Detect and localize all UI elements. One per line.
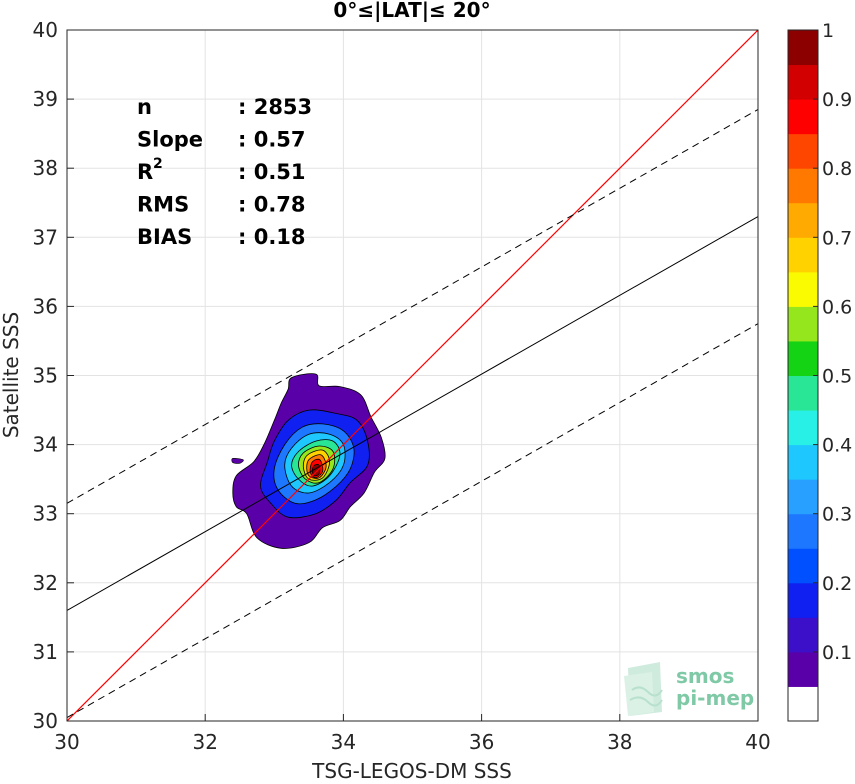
- stat-label: R: [137, 160, 153, 184]
- y-tick-label: 35: [33, 364, 58, 388]
- y-tick-label: 38: [33, 156, 58, 180]
- x-tick-label: 38: [607, 730, 632, 754]
- colorbar-segment: [788, 548, 818, 584]
- colorbar-segment: [788, 375, 818, 411]
- statistics-box: n : 2853 Slope : 0.57 R 2 : 0.51 RMS : 0.78 BIAS:…: [137, 95, 312, 249]
- y-tick-label: 40: [33, 18, 58, 42]
- x-tick-label: 40: [745, 730, 770, 754]
- colorbar-segment: [788, 237, 818, 273]
- colorbar-segment: [788, 444, 818, 480]
- colorbar-segment: [788, 306, 818, 342]
- colorbar-segment: [788, 513, 818, 549]
- reference-lines: [67, 30, 758, 721]
- stat-value: : 0.18: [238, 225, 306, 249]
- y-tick-label: 36: [33, 294, 58, 318]
- colorbar-tick-label: 0.5: [822, 366, 852, 388]
- colorbar-segment: [788, 30, 818, 66]
- colorbar-tick-label: 0.8: [822, 158, 852, 180]
- colorbar-tick-label: 0.4: [822, 435, 852, 457]
- colorbar-segment: [788, 202, 818, 238]
- stat-label: RMS: [137, 193, 189, 217]
- colorbar-segment: [788, 271, 818, 307]
- y-tick-label: 32: [33, 571, 58, 595]
- stat-superscript: 2: [153, 156, 163, 172]
- colorbar-tick-label: 1: [822, 20, 834, 42]
- logo-text-smos: smos: [676, 664, 734, 688]
- identity-line: [67, 30, 758, 721]
- chart-title: 0°≤|LAT|≤ 20°: [333, 0, 490, 22]
- colorbar-tick-label: 0.7: [822, 227, 852, 249]
- colorbar-segment: [788, 617, 818, 653]
- stat-value: : 0.78: [238, 193, 306, 217]
- x-axis-ticks: 30 32 34 36 38 40: [54, 714, 771, 754]
- y-tick-label: 37: [33, 225, 58, 249]
- y-tick-label: 33: [33, 502, 58, 526]
- y-tick-label: 31: [33, 640, 58, 664]
- colorbar-segment: [788, 64, 818, 100]
- stat-value: : 2853: [238, 95, 312, 119]
- colorbar-tick-label: 0.3: [822, 504, 852, 526]
- x-tick-label: 30: [54, 730, 79, 754]
- colorbar-tick-label: 0.2: [822, 573, 852, 595]
- x-axis-label: TSG-LEGOS-DM SSS: [311, 759, 512, 783]
- colorbar-segment: [788, 479, 818, 515]
- stat-value: : 0.51: [238, 160, 306, 184]
- x-tick-label: 34: [331, 730, 356, 754]
- smos-pi-mep-logo: smos pi-mep: [624, 662, 754, 716]
- colorbar-segment: [788, 168, 818, 204]
- x-tick-label: 32: [192, 730, 217, 754]
- colorbar-tick-label: 0.9: [822, 89, 852, 111]
- density-contour-patch: [231, 458, 244, 464]
- stat-value: : 0.57: [238, 128, 306, 152]
- y-axis-label: Satellite SSS: [0, 312, 23, 438]
- logo-waves-icon: [624, 662, 663, 716]
- colorbar-tick-label: 0.1: [822, 642, 852, 664]
- lower-bound-line: [67, 323, 758, 718]
- colorbar-segment: [788, 99, 818, 135]
- stat-label: BIAS: [137, 225, 192, 249]
- density-contours: [231, 373, 386, 549]
- colorbar-segment: [788, 582, 818, 618]
- logo-text-pimep: pi-mep: [676, 686, 754, 710]
- colorbar-segment: [788, 340, 818, 376]
- x-tick-label: 36: [469, 730, 494, 754]
- colorbar-segment: [788, 686, 818, 722]
- colorbar-segment: [788, 133, 818, 169]
- colorbar-ticks: 0.1 0.2 0.3 0.4 0.5 0.6 0.7 0.8 0.9 1: [813, 20, 852, 664]
- y-tick-label: 34: [33, 433, 58, 457]
- upper-bound-line: [67, 109, 758, 504]
- colorbar-segment: [788, 410, 818, 446]
- y-axis-ticks: 30 31 32 33 34 35 36 37 38 39 40: [33, 18, 74, 733]
- y-tick-label: 30: [33, 709, 58, 733]
- colorbar-tick-label: 0.6: [822, 296, 852, 318]
- y-tick-label: 39: [33, 87, 58, 111]
- colorbar-segment: [788, 651, 818, 687]
- regression-line: [67, 216, 758, 611]
- stat-label: Slope: [137, 128, 203, 152]
- colorbar: [788, 30, 818, 722]
- stat-label: n: [137, 95, 152, 119]
